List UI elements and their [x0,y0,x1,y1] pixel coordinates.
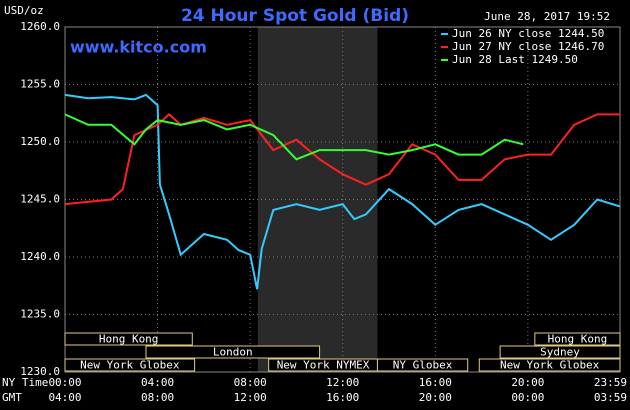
x-tick-label: 00:00 [48,376,81,389]
session-label: London [213,346,253,359]
session-box [499,345,621,359]
legend-entry: Jun 28 Last 1249.50 [452,53,578,66]
x2-axis-label: GMT [2,391,22,404]
x2-tick-label: 16:00 [326,391,359,404]
legend-entry: Jun 27 NY close 1246.70 [452,40,604,53]
x-tick-label: 12:00 [326,376,359,389]
session-label: Hong Kong [548,333,608,346]
session-box [145,345,321,359]
session-box [534,332,621,346]
x2-tick-label: 12:00 [234,391,267,404]
x-axis-label: NY Time [2,376,48,389]
y-tick-label: 1245.0 [20,193,60,206]
session-box [64,358,196,372]
session-box [64,332,193,346]
x-tick-label: 23:59 [594,376,627,389]
x-tick-label: 08:00 [234,376,267,389]
x-tick-label: 16:00 [419,376,452,389]
chart-title: 24 Hour Spot Gold (Bid) [181,6,409,26]
price-line [64,93,621,290]
timestamp: June 28, 2017 19:52 [484,10,610,23]
session-box [376,358,469,372]
y-tick-label: 1230.0 [20,365,60,378]
session-label: NY Globex [393,359,453,372]
site-label: www.kitco.com [70,38,207,57]
session-label: New York NYMEX [277,359,370,372]
x2-tick-label: 03:59 [594,391,627,404]
y-tick-label: 1260.0 [20,20,60,33]
x2-tick-label: 00:00 [511,391,544,404]
x-tick-label: 20:00 [511,376,544,389]
session-label: New York Globex [500,359,600,372]
session-label: Hong Kong [99,333,159,346]
plot-frame [64,26,621,373]
x2-tick-label: 20:00 [419,391,452,404]
x2-tick-label: 04:00 [48,391,81,404]
session-label: Sydney [540,346,580,359]
y-tick-label: 1255.0 [20,78,60,91]
y-tick-label: 1235.0 [20,308,60,321]
session-box [478,358,621,372]
y-tick-label: 1250.0 [20,135,60,148]
price-line [64,113,620,206]
y-tick-label: 1240.0 [20,250,60,263]
x2-tick-label: 08:00 [141,391,174,404]
price-line [64,113,524,161]
session-label: New York Globex [80,359,180,372]
y-axis-label: USD/oz [4,4,44,17]
x-tick-label: 04:00 [141,376,174,389]
legend-entry: Jun 26 NY close 1244.50 [452,27,604,40]
